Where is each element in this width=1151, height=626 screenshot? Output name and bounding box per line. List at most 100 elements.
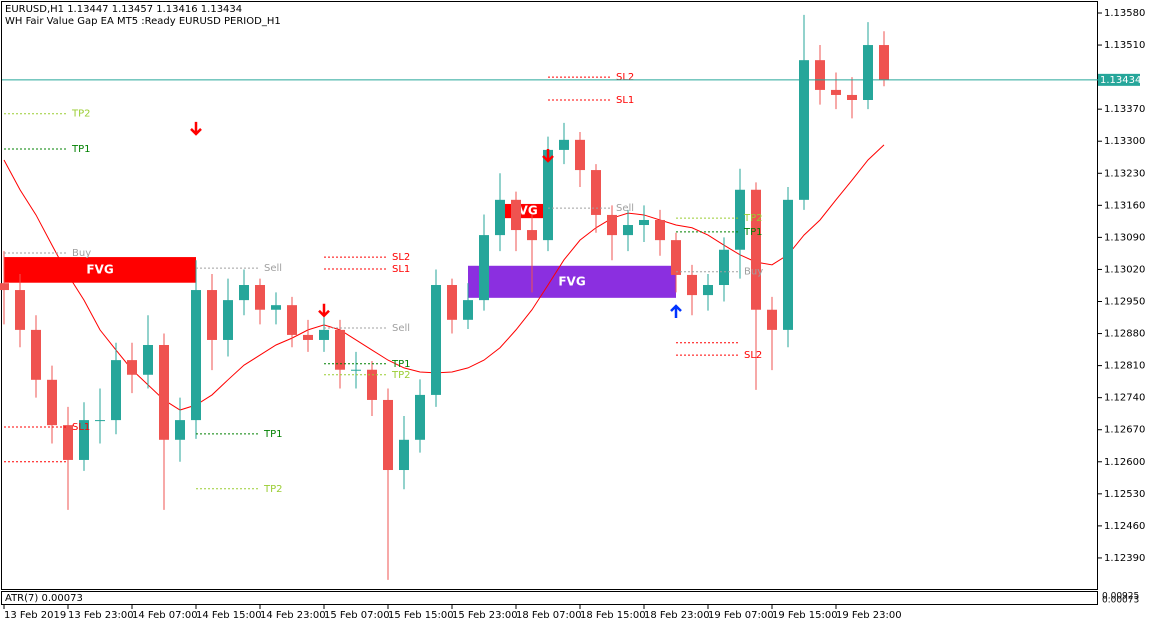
candle-body <box>479 235 489 301</box>
candle-body <box>431 285 441 395</box>
y-tick-label: 1.12390 <box>1104 553 1145 564</box>
candle-body <box>239 285 249 301</box>
level-label: TP1 <box>263 429 283 440</box>
candle-body <box>15 290 25 330</box>
y-tick-label: 1.13370 <box>1104 104 1145 115</box>
fvg-zone <box>4 257 196 283</box>
candle-body <box>639 219 649 226</box>
level-label: Sell <box>392 323 410 334</box>
candle-body <box>751 189 761 310</box>
y-tick-label: 1.12740 <box>1104 393 1145 404</box>
y-tick-label: 1.12600 <box>1104 457 1145 468</box>
atr-label: ATR(7) 0.00073 <box>5 593 83 604</box>
candle-body <box>159 345 169 440</box>
y-tick-label: 1.12950 <box>1104 296 1145 307</box>
candle-body <box>863 45 873 100</box>
candle-body <box>415 394 425 440</box>
level-label: TP2 <box>263 484 283 495</box>
candle-body <box>175 420 185 440</box>
candle-body <box>559 139 569 150</box>
candle-body <box>623 225 633 236</box>
signal-arrow <box>318 303 330 318</box>
candle-body <box>735 189 745 250</box>
level-label: SL1 <box>392 264 410 275</box>
level-label: TP1 <box>71 144 91 155</box>
atr-tick: 0.00925 <box>1102 592 1139 602</box>
x-tick-label: 19 Feb 23:00 <box>836 610 902 621</box>
level-label: Sell <box>264 263 282 274</box>
y-tick-label: 1.13580 <box>1104 8 1145 19</box>
candle-body <box>143 345 153 375</box>
fvg-label: FVG <box>86 262 113 276</box>
x-tick-label: 18 Feb 23:00 <box>644 610 710 621</box>
candle-body <box>287 305 297 335</box>
fvg-label: FVG <box>558 274 585 288</box>
candle-body <box>511 199 521 231</box>
y-tick-label: 1.12810 <box>1104 361 1145 372</box>
candle-body <box>719 249 729 286</box>
level-label: Sell <box>616 203 634 214</box>
plot-frame <box>1 1 1098 590</box>
candle-body <box>63 425 73 460</box>
y-tick-label: 1.12880 <box>1104 329 1145 340</box>
level-label: TP2 <box>743 213 763 224</box>
candle-body <box>671 240 681 275</box>
candle-body <box>655 219 665 241</box>
candle-body <box>591 170 601 215</box>
level-label: Buy <box>744 267 763 278</box>
candle-body <box>463 300 473 320</box>
candle-body <box>95 420 105 422</box>
y-tick-label: 1.13020 <box>1104 264 1145 275</box>
candle-body <box>703 285 713 296</box>
x-tick-label: 14 Feb 23:00 <box>260 610 326 621</box>
candle-body <box>527 230 537 241</box>
candle-body <box>255 285 265 310</box>
candle-body <box>399 439 409 471</box>
candle-body <box>111 360 121 421</box>
candle-body <box>495 199 505 236</box>
candle-body <box>447 285 457 320</box>
candle-body <box>319 329 329 340</box>
candle-body <box>879 45 889 80</box>
candle-body <box>47 379 57 426</box>
y-tick-label: 1.13230 <box>1104 168 1145 179</box>
x-tick-label: 19 Feb 07:00 <box>708 610 774 621</box>
candle-body <box>687 274 697 296</box>
level-label: SL2 <box>744 350 762 361</box>
candle-body <box>351 369 361 371</box>
x-tick-label: 15 Feb 23:00 <box>452 610 518 621</box>
candle-body <box>799 60 809 200</box>
atr-tick: 0.00073 <box>1102 596 1139 606</box>
level-label: SL1 <box>616 95 634 106</box>
candle-body <box>31 329 41 380</box>
x-tick-label: 15 Feb 07:00 <box>324 610 390 621</box>
candle-body <box>607 214 617 236</box>
candle-body <box>543 149 553 241</box>
candle-body <box>367 369 377 400</box>
signal-arrow <box>190 121 202 136</box>
candle-body <box>815 60 825 90</box>
x-tick-label: 18 Feb 07:00 <box>516 610 582 621</box>
level-label: TP1 <box>391 359 411 370</box>
moving-average <box>3 144 885 411</box>
candle-body <box>127 360 137 375</box>
y-tick-label: 1.13160 <box>1104 200 1145 211</box>
signal-arrow <box>542 148 554 163</box>
x-tick-label: 13 Feb 23:00 <box>68 610 134 621</box>
level-label: SL2 <box>616 72 634 83</box>
candle-body <box>335 329 345 370</box>
y-tick-label: 1.12460 <box>1104 521 1145 532</box>
candle-body <box>575 139 585 171</box>
y-tick-label: 1.12530 <box>1104 489 1145 500</box>
x-tick-label: 14 Feb 07:00 <box>132 610 198 621</box>
y-tick-label: 1.12670 <box>1104 425 1145 436</box>
current-price-label: 1.13434 <box>1100 75 1141 86</box>
current-price-box <box>1098 73 1140 86</box>
candle-body <box>0 283 9 291</box>
level-label: TP2 <box>71 109 91 120</box>
level-label: Buy <box>72 248 91 259</box>
level-label: SL1 <box>72 422 90 433</box>
candle-body <box>207 290 217 340</box>
